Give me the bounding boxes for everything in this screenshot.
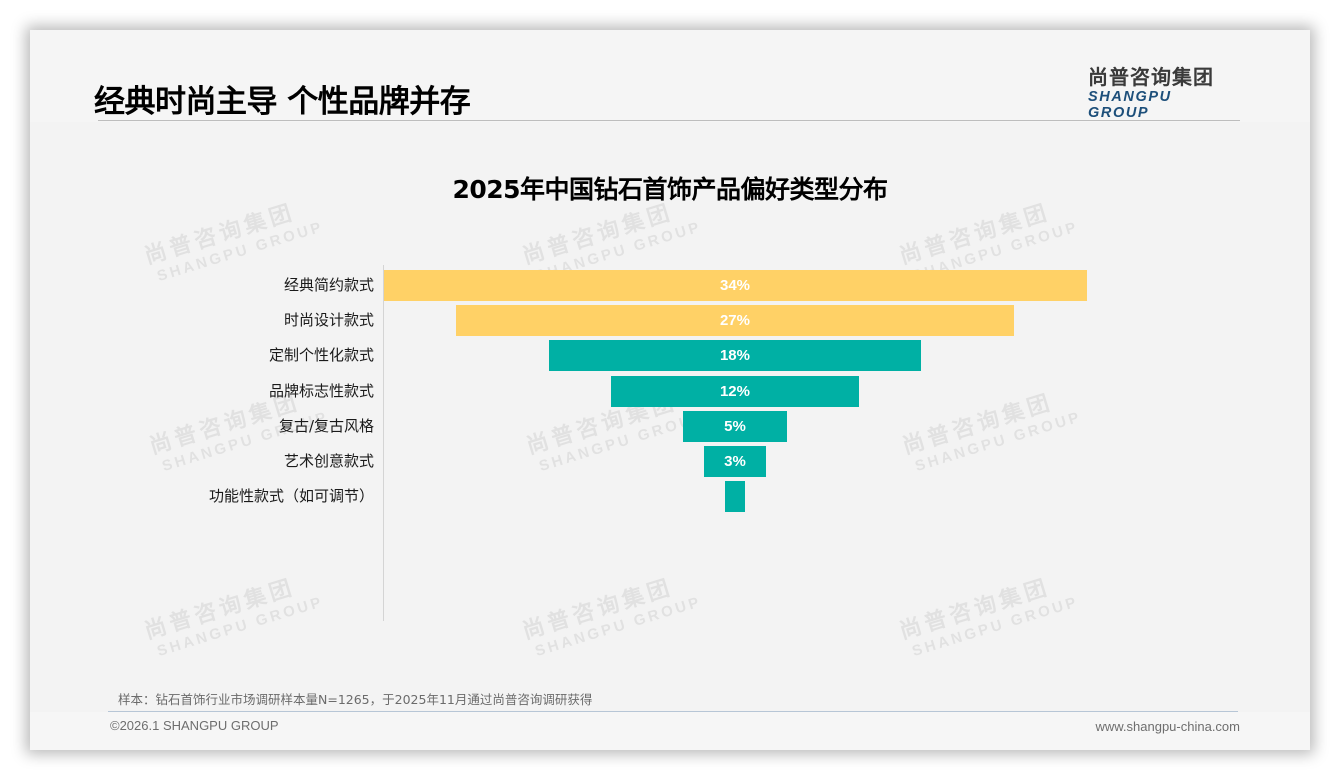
watermark: 尚普咨询集团 SHANGPU GROUP [896,575,1081,661]
category-label: 时尚设计款式 [283,311,374,330]
bar-value-label: 27% [719,312,750,330]
category-label: 复古/复古风格 [278,416,374,435]
category-label: 经典简约款式 [283,276,374,294]
bar-value-label: 34% [719,277,751,294]
chart-title: 2025年中国钻石首饰产品偏好类型分布 [452,175,888,204]
header-band [30,30,1310,122]
bar-value-label: 18% [719,347,750,365]
category-axis [383,265,384,621]
footer-band [30,712,1310,750]
category-label: 艺术创意款式 [283,452,374,470]
funnel-bar: 34% [383,270,1087,301]
logo-cn: 尚普咨询集团 [1088,65,1214,89]
category-label: 功能性款式（如可调节） [208,487,374,506]
watermark: 尚普咨询集团 SHANGPU GROUP [141,575,326,661]
bar-value-label: 12% [719,382,750,400]
funnel-bar: 27% [455,305,1015,337]
funnel-bar [724,481,746,513]
bar-value-label: 5% [724,417,746,435]
funnel-bar: 3% [703,446,766,477]
watermark: 尚普咨询集团 SHANGPU GROUP [899,390,1084,476]
category-label: 定制个性化款式 [268,346,374,365]
category-label: 品牌标志性款式 [268,381,374,400]
sample-note: 样本：钻石首饰行业市场调研样本量N=1265，于2025年11月通过尚普咨询调研… [118,692,593,707]
watermark: 尚普咨询集团 SHANGPU GROUP [519,575,704,661]
funnel-bar: 12% [610,375,860,407]
website-link[interactable]: www.shangpu-china.com [1095,719,1240,734]
bar-value-label: 3% [724,453,746,470]
title-divider [98,120,1240,121]
funnel-bar: 5% [683,410,787,442]
logo: 尚普咨询集团 SHANGPU GROUP [1088,65,1238,121]
logo-en: SHANGPU GROUP [1088,89,1172,121]
footer-divider [108,711,1238,712]
funnel-bar: 18% [548,340,922,372]
slide: 经典时尚主导 个性品牌并存 尚普咨询集团 SHANGPU GROUP 尚普咨询集… [30,30,1310,750]
copyright: ©2026.1 SHANGPU GROUP [110,718,279,733]
page-title: 经典时尚主导 个性品牌并存 [94,84,471,120]
